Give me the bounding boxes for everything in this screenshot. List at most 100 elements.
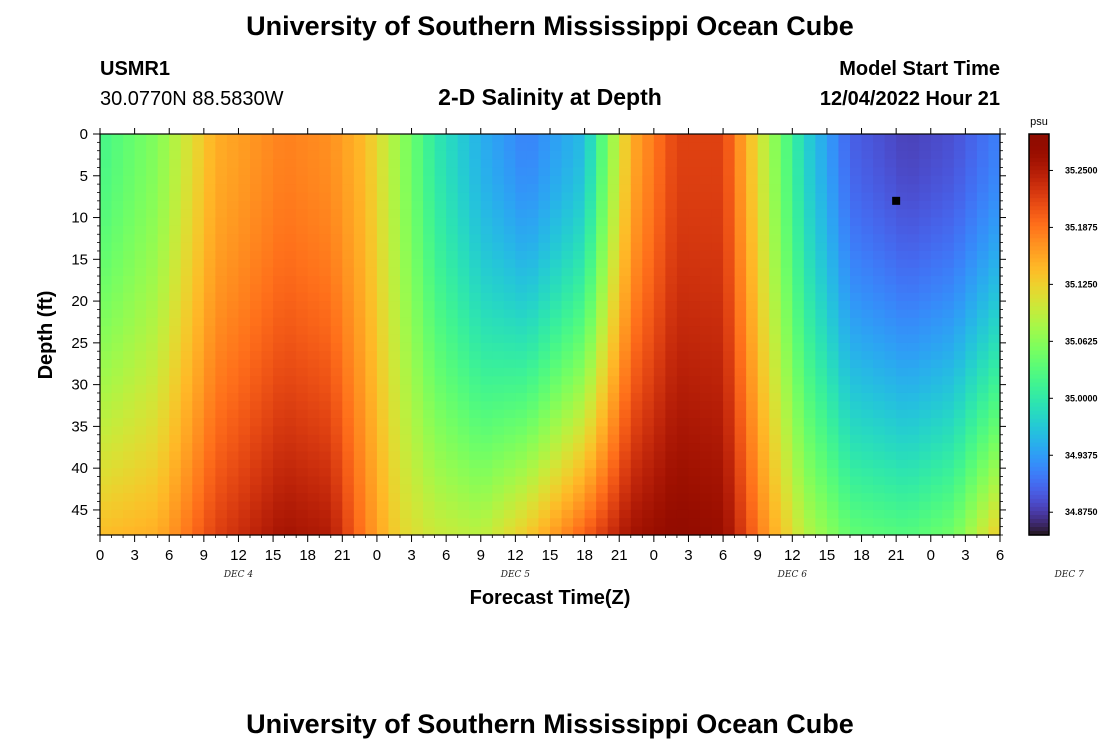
- heatmap-cell: [884, 426, 897, 436]
- heatmap-cell: [134, 509, 147, 519]
- heatmap-cell: [203, 501, 216, 511]
- heatmap-cell: [815, 234, 828, 244]
- heatmap-cell: [596, 250, 609, 260]
- heatmap-cell: [676, 476, 690, 486]
- heatmap-cell: [838, 150, 851, 160]
- heatmap-cell: [111, 434, 124, 444]
- heatmap-cell: [261, 217, 274, 227]
- heatmap-cell: [826, 459, 840, 469]
- heatmap-cell: [238, 276, 251, 285]
- heatmap-cell: [607, 326, 620, 336]
- heatmap-cell: [665, 518, 678, 528]
- heatmap-cell: [642, 184, 655, 194]
- heatmap-cell: [226, 234, 240, 244]
- heatmap-cell: [573, 518, 586, 528]
- heatmap-cell: [642, 259, 655, 269]
- heatmap-cell: [873, 426, 886, 436]
- heatmap-cell: [538, 401, 551, 411]
- heatmap-cell: [700, 267, 713, 277]
- heatmap-cell: [919, 401, 932, 411]
- heatmap-cell: [526, 309, 540, 319]
- heatmap-cell: [630, 476, 643, 486]
- heatmap-cell: [261, 326, 274, 336]
- heatmap-cell: [411, 159, 424, 169]
- heatmap-cell: [180, 401, 193, 411]
- colorbar: psu35.250035.187535.125035.062535.000034…: [1028, 116, 1098, 536]
- heatmap-cell: [180, 150, 193, 160]
- heatmap-cell: [550, 501, 563, 511]
- heatmap-cell: [411, 426, 424, 436]
- heatmap-cell: [238, 234, 251, 244]
- heatmap-cell: [619, 175, 632, 185]
- heatmap-cell: [111, 476, 124, 486]
- heatmap-cell: [238, 526, 251, 536]
- heatmap-cell: [157, 267, 170, 277]
- heatmap-cell: [803, 342, 816, 352]
- heatmap-cell: [676, 451, 690, 461]
- heatmap-cell: [711, 526, 724, 536]
- heatmap-cell: [307, 459, 320, 469]
- heatmap-cell: [746, 351, 759, 361]
- heatmap-cell: [653, 493, 666, 503]
- heatmap-cell: [238, 250, 251, 260]
- heatmap-cell: [457, 200, 470, 210]
- heatmap-cell: [976, 317, 990, 327]
- heatmap-cell: [273, 184, 286, 194]
- heatmap-cell: [319, 150, 332, 160]
- heatmap-cell: [769, 342, 782, 352]
- heatmap-cell: [850, 392, 863, 402]
- heatmap-cell: [180, 276, 193, 285]
- heatmap-cell: [780, 476, 793, 486]
- heatmap-cell: [284, 317, 297, 327]
- heatmap-cell: [711, 217, 724, 227]
- heatmap-cell: [884, 175, 897, 185]
- heatmap-cell: [469, 301, 482, 311]
- heatmap-cell: [607, 384, 620, 394]
- heatmap-cell: [746, 392, 759, 402]
- heatmap-cell: [423, 276, 436, 285]
- heatmap-cell: [619, 342, 632, 352]
- heatmap-cell: [561, 209, 574, 219]
- heatmap-cell: [296, 267, 309, 277]
- heatmap-cell: [123, 451, 136, 461]
- heatmap-cell: [780, 401, 793, 411]
- heatmap-cell: [711, 376, 724, 386]
- heatmap-cell: [907, 451, 920, 461]
- heatmap-cell: [526, 234, 540, 244]
- heatmap-cell: [515, 376, 528, 386]
- heatmap-cell: [919, 418, 932, 427]
- heatmap-cell: [861, 167, 874, 177]
- heatmap-cell: [815, 509, 828, 519]
- heatmap-cell: [400, 434, 413, 444]
- heatmap-cell: [480, 451, 493, 461]
- heatmap-cell: [515, 334, 528, 344]
- heatmap-cell: [953, 242, 966, 252]
- heatmap-cell: [261, 250, 274, 260]
- heatmap-cell: [792, 250, 805, 260]
- heatmap-cell: [665, 301, 678, 311]
- heatmap-cell: [526, 484, 540, 494]
- heatmap-cell: [273, 409, 286, 419]
- y-tick-label: 25: [71, 335, 88, 352]
- heatmap-cell: [123, 317, 136, 327]
- heatmap-cell: [953, 443, 966, 453]
- heatmap-cell: [515, 159, 528, 169]
- heatmap-cell: [561, 401, 574, 411]
- heatmap-cell: [111, 242, 124, 252]
- heatmap-cell: [180, 317, 193, 327]
- heatmap-cell: [400, 342, 413, 352]
- heatmap-cell: [907, 142, 920, 152]
- heatmap-cell: [653, 242, 666, 252]
- heatmap-cell: [365, 367, 378, 377]
- heatmap-cell: [457, 209, 470, 219]
- x-tick-label: 3: [407, 547, 415, 564]
- heatmap-cell: [134, 451, 147, 461]
- x-axis-title: Forecast Time(Z): [470, 587, 631, 609]
- heatmap-cell: [653, 459, 666, 469]
- heatmap-cell: [376, 351, 390, 361]
- heatmap-cell: [815, 309, 828, 319]
- heatmap-cell: [976, 342, 990, 352]
- heatmap-cell: [169, 342, 182, 352]
- heatmap-cell: [792, 434, 805, 444]
- heatmap-cell: [250, 376, 263, 386]
